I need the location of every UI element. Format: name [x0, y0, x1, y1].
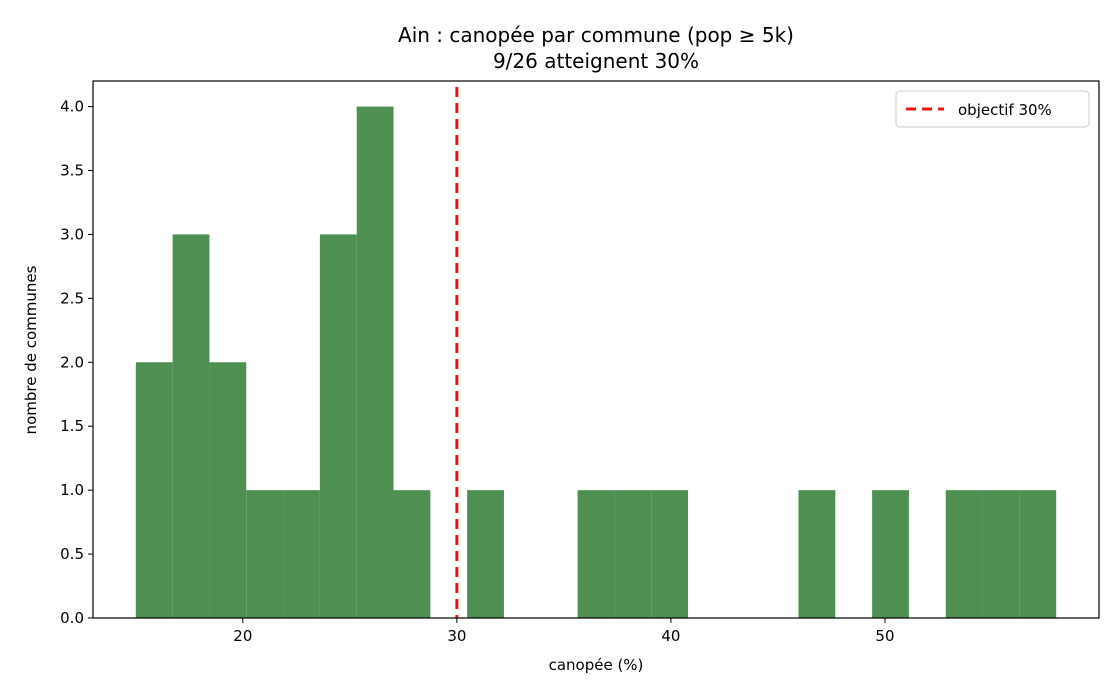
y-axis-ticks: 0.0 0.5 1.0 1.5 2.0 2.5 3.0 3.5 4.0: [60, 98, 93, 627]
y-tick-label: 4.0: [60, 98, 84, 116]
y-tick-label: 3.0: [60, 225, 84, 243]
y-tick-label: 1.0: [60, 481, 84, 499]
x-tick-label: 30: [447, 627, 466, 645]
histogram-bar: [872, 490, 909, 618]
x-axis-ticks: 20 30 40 50: [233, 618, 895, 645]
histogram-bar: [319, 234, 357, 618]
x-tick-label: 40: [661, 627, 680, 645]
histogram-bar: [393, 490, 431, 618]
histogram-bar: [614, 490, 652, 618]
histogram-bar: [172, 234, 210, 618]
histogram-bar: [982, 490, 1020, 618]
histogram-bar: [246, 490, 284, 618]
plot-frame: [92, 80, 1100, 619]
histogram-bar: [798, 490, 836, 618]
y-tick-label: 1.5: [60, 417, 84, 435]
y-tick-label: 0.0: [60, 609, 84, 627]
histogram-bar: [1019, 490, 1057, 618]
histogram-bar: [945, 490, 983, 618]
legend: objectif 30%: [895, 90, 1090, 128]
bars-group: [135, 106, 1057, 619]
y-tick-label: 2.0: [60, 353, 84, 371]
x-axis-label: canopée (%): [549, 656, 644, 674]
histogram-bar: [577, 490, 615, 618]
x-tick-label: 20: [233, 627, 252, 645]
x-tick-label: 50: [875, 627, 894, 645]
histogram-bar: [283, 490, 320, 618]
y-axis-label: nombre de communes: [22, 265, 40, 434]
histogram-bar: [356, 106, 394, 619]
y-tick-label: 2.5: [60, 289, 84, 307]
histogram-bar: [209, 362, 247, 618]
histogram-bar: [135, 362, 173, 618]
y-tick-label: 0.5: [60, 545, 84, 563]
chart-subtitle: 9/26 atteignent 30%: [493, 49, 699, 73]
histogram-bar: [467, 490, 504, 618]
chart-title: Ain : canopée par commune (pop ≥ 5k): [398, 23, 794, 47]
legend-label: objectif 30%: [958, 101, 1052, 119]
histogram-bar: [651, 490, 689, 618]
legend-box: [895, 90, 1090, 128]
y-tick-label: 3.5: [60, 162, 84, 180]
